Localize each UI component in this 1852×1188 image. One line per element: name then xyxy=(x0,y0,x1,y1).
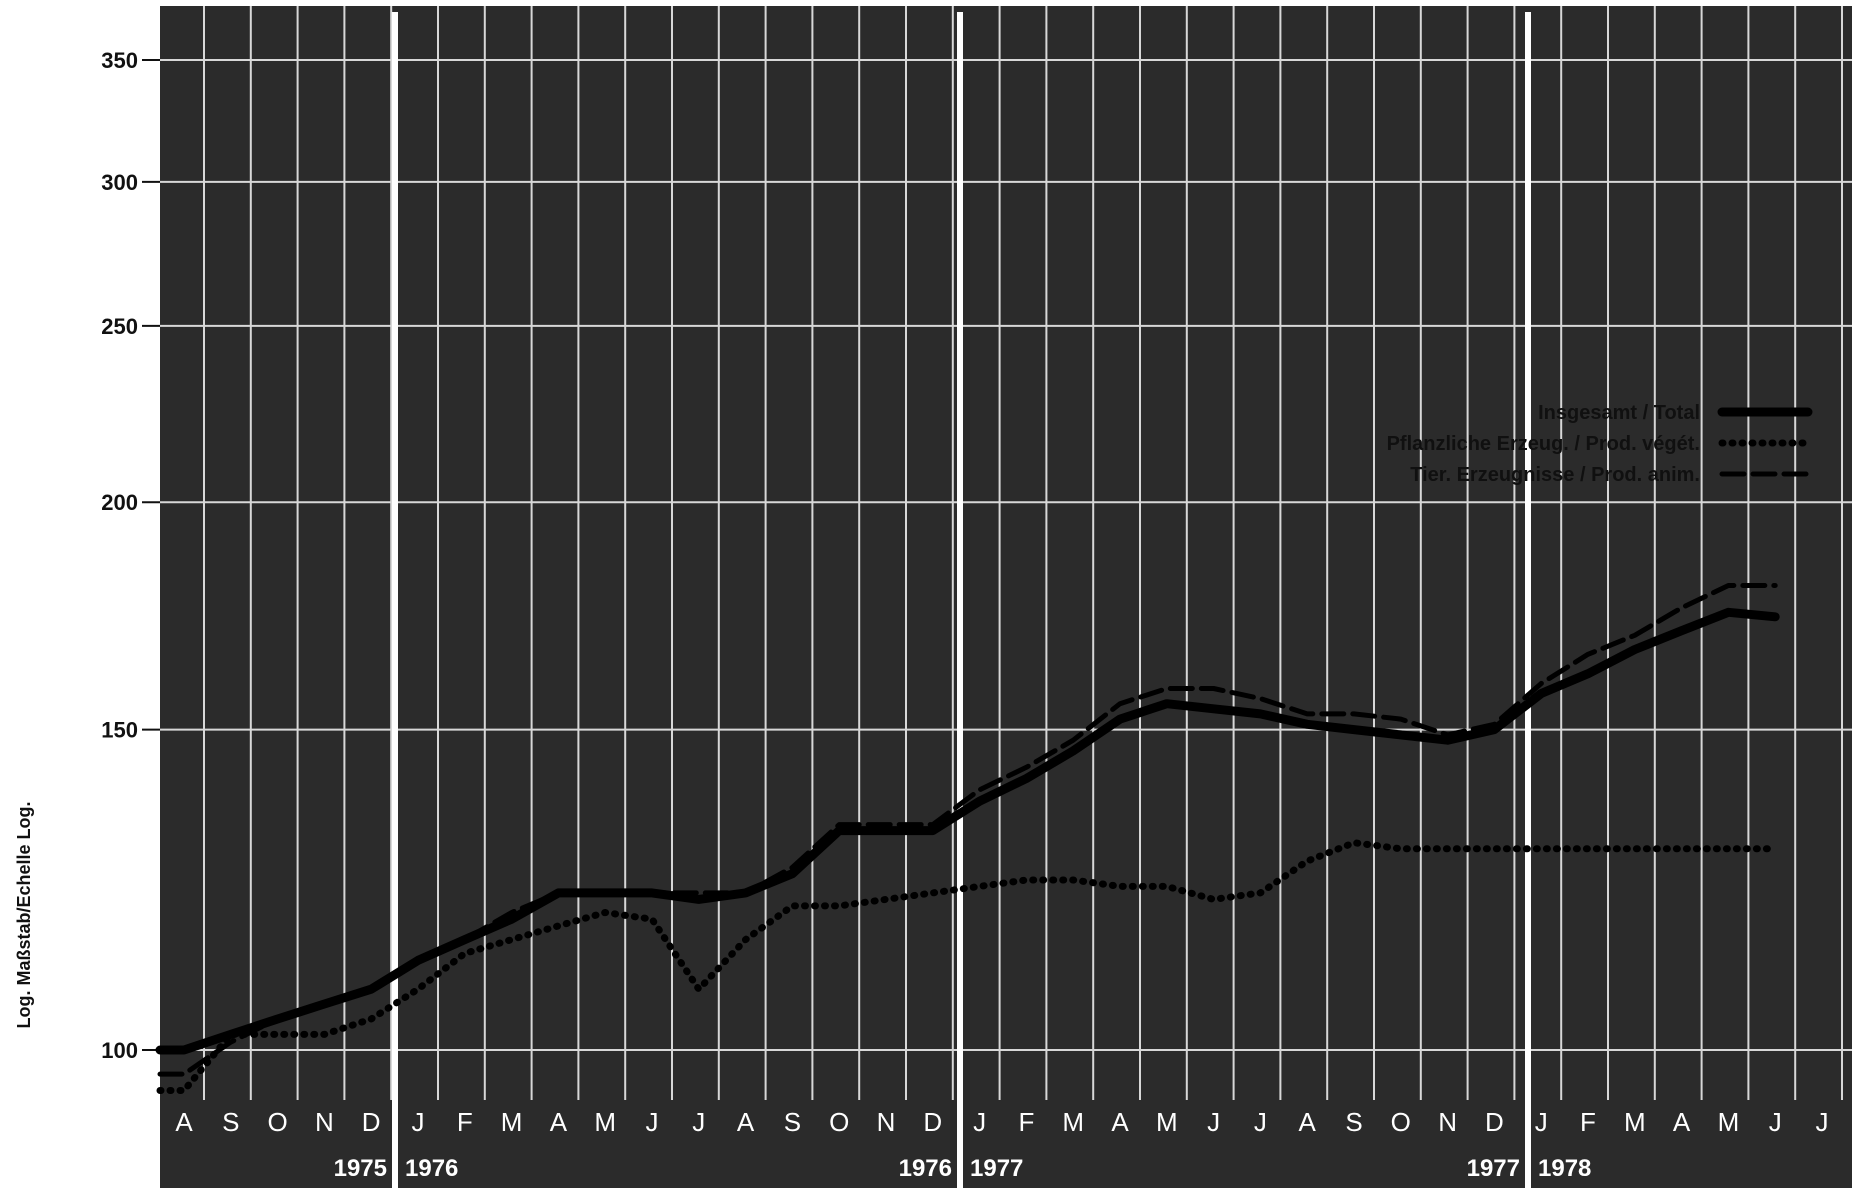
x-month-label: J xyxy=(1816,1107,1829,1137)
x-month-label: M xyxy=(1718,1107,1740,1137)
x-month-label: S xyxy=(784,1107,801,1137)
x-month-label: N xyxy=(1438,1107,1457,1137)
y-tick-label: 100 xyxy=(101,1038,138,1063)
y-tick-label: 200 xyxy=(101,490,138,515)
x-year-label: 1976 xyxy=(899,1155,952,1182)
plot-background xyxy=(160,6,1852,1188)
x-month-label: J xyxy=(1254,1107,1267,1137)
series-lines xyxy=(155,583,1780,1094)
x-month-label: J xyxy=(692,1107,705,1137)
x-month-label: A xyxy=(1111,1107,1129,1137)
x-month-label: J xyxy=(1769,1107,1782,1137)
series-line-1 xyxy=(156,839,1779,1094)
year-dividers xyxy=(392,12,1531,1188)
x-month-label: D xyxy=(923,1107,942,1137)
y-axis-label: Log. Maßstab/Echelle Log. xyxy=(14,801,34,1028)
x-month-label: F xyxy=(1580,1107,1596,1137)
x-month-label: O xyxy=(267,1107,287,1137)
x-month-label: M xyxy=(1624,1107,1646,1137)
legend-label: Insgesamt / Total xyxy=(1538,402,1700,424)
x-month-label: F xyxy=(1018,1107,1034,1137)
y-tick-label: 250 xyxy=(101,314,138,339)
series-line-2 xyxy=(157,583,1778,1077)
x-month-label: A xyxy=(550,1107,568,1137)
x-year-label: 1977 xyxy=(970,1155,1023,1182)
x-year-label: 1978 xyxy=(1538,1155,1591,1182)
x-month-label: M xyxy=(594,1107,616,1137)
x-month-label: J xyxy=(1535,1107,1548,1137)
y-tick-labels: 100 150 200 250 300 350 xyxy=(101,48,160,1063)
legend: Insgesamt / Total Pflanzliche Erzeug. / P… xyxy=(1387,402,1813,486)
x-month-label: N xyxy=(315,1107,334,1137)
x-month-label: F xyxy=(457,1107,473,1137)
y-tick-label: 150 xyxy=(101,718,138,743)
x-month-label: S xyxy=(222,1107,239,1137)
x-year-label: 1975 xyxy=(334,1155,387,1182)
x-month-label: A xyxy=(1299,1107,1317,1137)
x-month-label: J xyxy=(646,1107,659,1137)
x-year-label: 1976 xyxy=(405,1155,458,1182)
x-month-label: O xyxy=(1391,1107,1411,1137)
x-month-label: M xyxy=(1156,1107,1178,1137)
x-month-label: J xyxy=(973,1107,986,1137)
x-month-label: N xyxy=(877,1107,896,1137)
x-year-labels: 1975 1976 1976 1977 1977 1978 xyxy=(334,1155,1592,1182)
x-month-label: J xyxy=(1207,1107,1220,1137)
y-tick-label: 350 xyxy=(101,48,138,73)
x-month-label: A xyxy=(175,1107,193,1137)
x-year-label: 1977 xyxy=(1467,1155,1520,1182)
vertical-gridlines xyxy=(203,6,1843,1100)
x-month-label: J xyxy=(412,1107,425,1137)
x-month-label: M xyxy=(501,1107,523,1137)
legend-label: Pflanzliche Erzeug. / Prod. végét. xyxy=(1387,433,1700,455)
x-month-label: S xyxy=(1345,1107,1362,1137)
legend-label: Tier. Erzeugnisse / Prod. anim. xyxy=(1410,464,1700,486)
x-month-label: D xyxy=(362,1107,381,1137)
x-month-label: D xyxy=(1485,1107,1504,1137)
x-month-label: A xyxy=(1673,1107,1691,1137)
horizontal-gridlines xyxy=(160,59,1852,1051)
y-tick-label: 300 xyxy=(101,170,138,195)
x-month-label: A xyxy=(737,1107,755,1137)
x-month-label: O xyxy=(829,1107,849,1137)
x-month-label: M xyxy=(1062,1107,1084,1137)
